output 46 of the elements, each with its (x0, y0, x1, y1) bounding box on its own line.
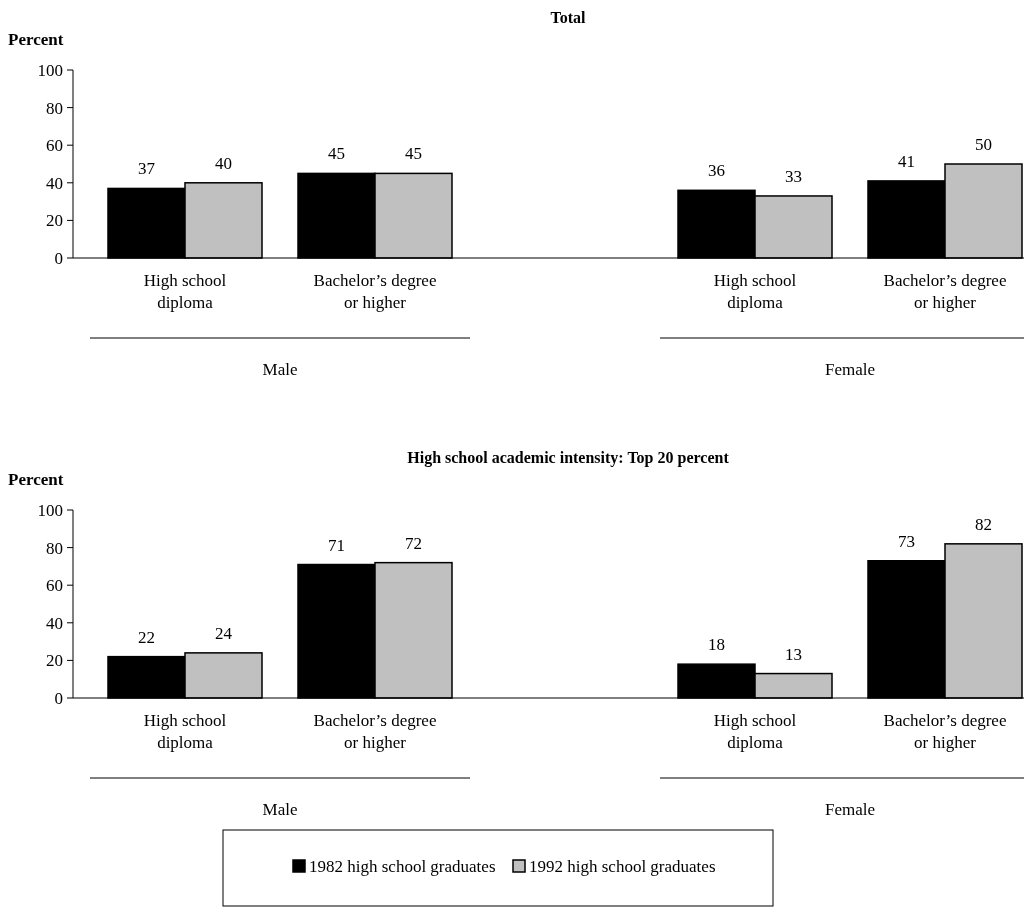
y-tick-label: 100 (37, 501, 63, 520)
y-tick-label: 0 (54, 249, 63, 268)
y-tick-label: 80 (46, 538, 63, 558)
x-tick-label: Bachelor’s degree or higher (883, 271, 1007, 312)
x-tick-label: High school diploma (713, 711, 797, 752)
legend-label: 1982 high school graduates (309, 857, 496, 876)
data-label: 36 (708, 161, 725, 181)
text: Female (824, 800, 876, 819)
y-tick-label: 40 (46, 613, 63, 633)
text: Male (262, 800, 298, 819)
data-label: 37 (138, 159, 156, 179)
data-label: 41 (898, 151, 915, 171)
x-tick-label: High school diploma (143, 711, 227, 752)
chart-title: High school academic intensity: Top 20 percent (407, 449, 730, 467)
x-tick-label: High school diploma (143, 271, 227, 312)
data-label: 18 (708, 635, 725, 655)
y-tick-label: 100 (37, 61, 63, 80)
data-label: 33 (785, 166, 802, 186)
y-tick-label: 60 (46, 576, 63, 596)
y-axis-title: Percent (8, 30, 64, 49)
x-tick-label: High school diploma (713, 271, 797, 312)
data-label: 24 (215, 623, 233, 643)
y-axis-title: Percent (8, 470, 64, 489)
data-label: 73 (898, 531, 915, 551)
y-tick-label: 20 (46, 651, 63, 671)
y-tick-label: 40 (46, 173, 63, 193)
y-tick-label: 80 (46, 98, 63, 118)
text: Male (262, 360, 298, 379)
data-label: 50 (975, 135, 992, 154)
data-label: 71 (328, 535, 345, 555)
text: Female (824, 360, 876, 379)
x-tick-label: Bachelor’s degree or higher (313, 271, 437, 312)
legend-label: 1992 high school graduates (529, 857, 716, 876)
data-label: 22 (138, 627, 155, 647)
x-tick-label: Bachelor’s degree or higher (313, 711, 437, 752)
data-label: 40 (215, 153, 232, 173)
data-label: 45 (328, 144, 345, 164)
chart-title: Total (550, 9, 587, 26)
y-tick-label: 20 (46, 211, 63, 231)
data-label: 45 (405, 144, 422, 164)
x-tick-label: Bachelor’s degree or higher (883, 711, 1007, 752)
y-tick-label: 60 (46, 136, 63, 156)
data-label: 13 (785, 644, 802, 664)
data-label: 72 (405, 533, 422, 553)
data-label: 82 (975, 514, 992, 534)
y-tick-label: 0 (54, 689, 63, 708)
